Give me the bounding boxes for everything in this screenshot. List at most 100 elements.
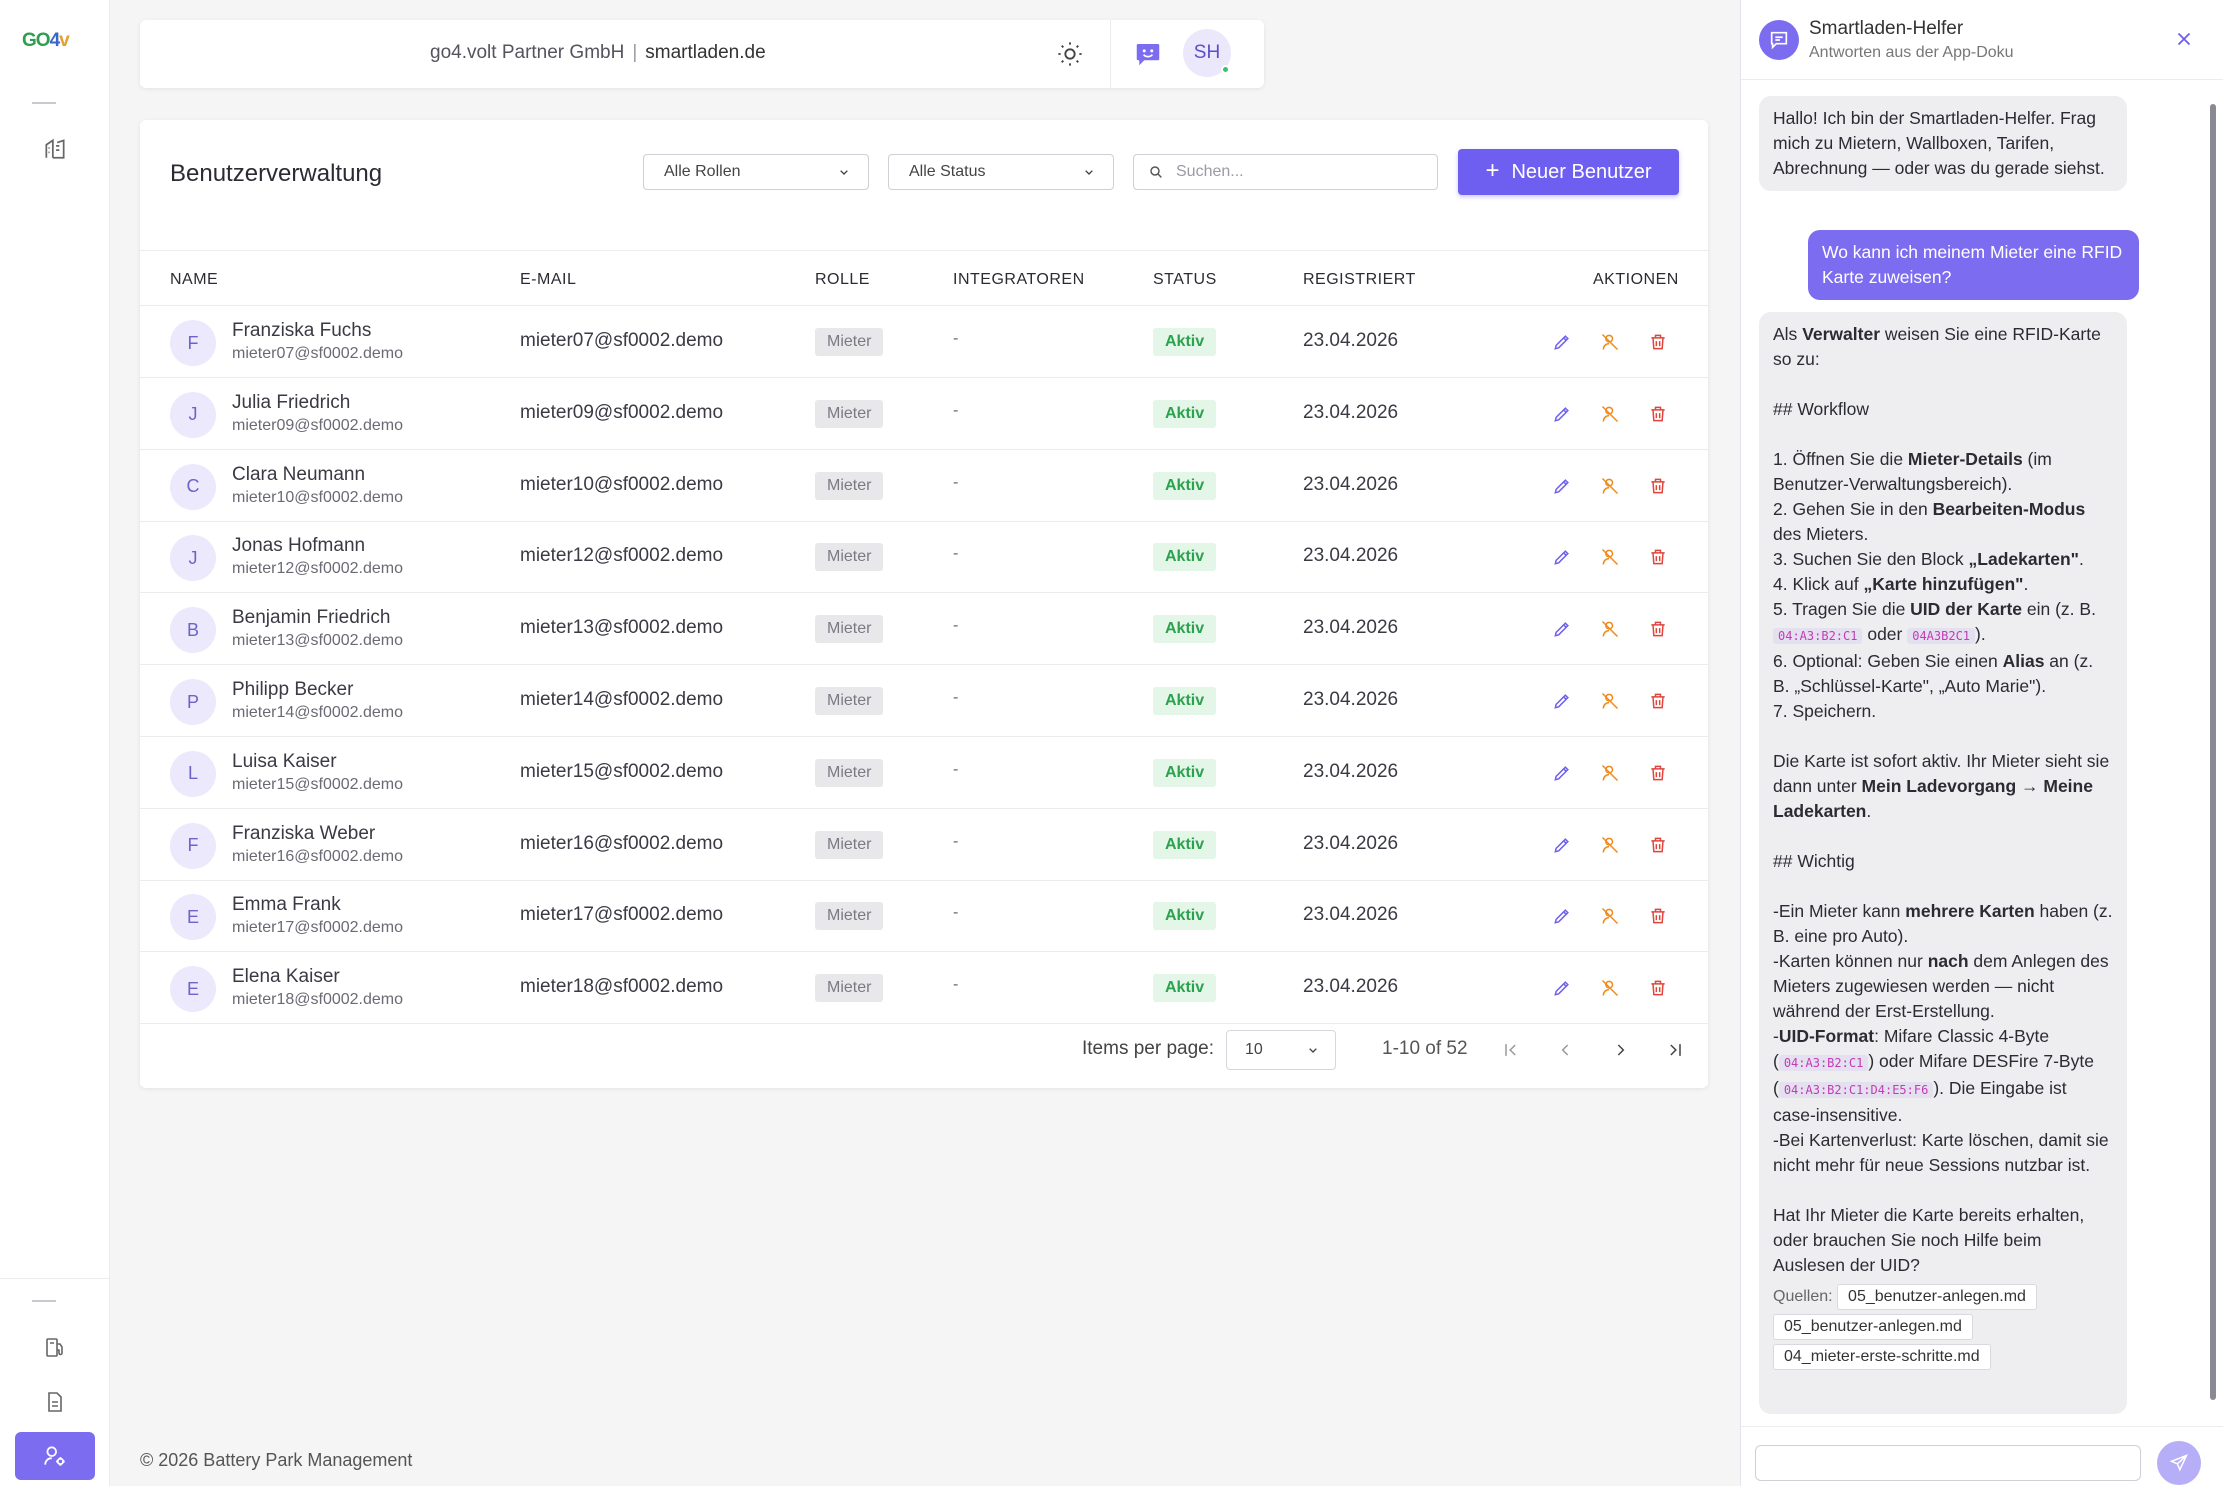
delete-button[interactable]: [1646, 833, 1670, 857]
col-registered[interactable]: REGISTRIERT: [1303, 271, 1416, 288]
role-badge: Mieter: [815, 830, 884, 859]
delete-button[interactable]: [1646, 402, 1670, 426]
user-name: Franziska Weber: [232, 822, 376, 844]
status-filter-select[interactable]: Alle Status: [888, 154, 1114, 190]
new-user-button[interactable]: + Neuer Benutzer: [1458, 149, 1679, 195]
col-email[interactable]: E-MAIL: [520, 271, 577, 288]
deactivate-button[interactable]: [1598, 761, 1622, 785]
user-name: Clara Neumann: [232, 463, 366, 485]
trash-icon: [1651, 621, 1665, 637]
source-chip[interactable]: 04_mieter-erste-schritte.md: [1773, 1344, 1991, 1370]
table-row[interactable]: P Philipp Becker mieter14@sf0002.demo miete…: [140, 665, 1708, 737]
user-name-email: mieter18@sf0002.demo: [232, 991, 403, 1009]
chat-scrollbar[interactable]: [2207, 84, 2219, 1426]
table-row[interactable]: F Franziska Fuchs mieter07@sf0002.demo miet…: [140, 306, 1708, 378]
col-integrators[interactable]: INTEGRATOREN: [953, 271, 1085, 288]
first-page-button[interactable]: [1497, 1036, 1525, 1064]
edit-button[interactable]: [1550, 689, 1574, 713]
col-name[interactable]: NAME: [170, 271, 219, 288]
pencil-icon: [1554, 765, 1569, 781]
send-icon: [2169, 1454, 2188, 1472]
items-per-page-select[interactable]: 10: [1226, 1030, 1336, 1070]
delete-button[interactable]: [1646, 689, 1670, 713]
deactivate-button[interactable]: [1598, 833, 1622, 857]
first-page-icon: [1505, 1044, 1516, 1056]
source-chip[interactable]: 05_benutzer-anlegen.md: [1837, 1284, 2037, 1310]
prev-page-button[interactable]: [1552, 1036, 1580, 1064]
deactivate-button[interactable]: [1598, 402, 1622, 426]
nav-charging[interactable]: [15, 1323, 95, 1371]
role-filter-select[interactable]: Alle Rollen: [643, 154, 869, 190]
col-role[interactable]: ROLLE: [815, 271, 870, 288]
edit-button[interactable]: [1550, 402, 1574, 426]
deactivate-button[interactable]: [1598, 904, 1622, 928]
delete-button[interactable]: [1646, 545, 1670, 569]
edit-button[interactable]: [1550, 330, 1574, 354]
table-row[interactable]: J Julia Friedrich mieter09@sf0002.demo miet…: [140, 378, 1708, 450]
theme-toggle[interactable]: [1056, 40, 1084, 73]
avatar: E: [170, 894, 216, 941]
delete-button[interactable]: [1646, 904, 1670, 928]
top-bar: go4.volt Partner GmbH | smartladen.de SH: [140, 20, 1264, 88]
avatar: J: [170, 391, 216, 438]
delete-button[interactable]: [1646, 761, 1670, 785]
user-off-icon: [1601, 621, 1619, 638]
trash-icon: [1651, 980, 1665, 996]
page-title: Benutzerverwaltung: [170, 160, 383, 187]
close-icon: [2177, 32, 2191, 46]
delete-button[interactable]: [1646, 330, 1670, 354]
deactivate-button[interactable]: [1598, 976, 1622, 1000]
edit-button[interactable]: [1550, 545, 1574, 569]
sources-label: Quellen:: [1773, 1288, 1833, 1305]
nav-buildings[interactable]: [15, 124, 95, 172]
chat-close-button[interactable]: [2173, 28, 2195, 55]
table-row[interactable]: C Clara Neumann mieter10@sf0002.demo mieter…: [140, 450, 1708, 522]
source-chip[interactable]: 05_benutzer-anlegen.md: [1773, 1314, 1973, 1340]
send-button[interactable]: [2157, 1441, 2201, 1485]
chat-scrollbar-thumb[interactable]: [2210, 104, 2216, 1400]
nav-documents[interactable]: [15, 1378, 95, 1426]
status-badge: Aktiv: [1153, 902, 1217, 931]
chat-input[interactable]: [1755, 1445, 2141, 1481]
user-name: Emma Frank: [232, 894, 341, 916]
deactivate-button[interactable]: [1598, 474, 1622, 498]
user-off-icon: [1601, 908, 1619, 925]
user-name: Franziska Fuchs: [232, 320, 372, 341]
search-input[interactable]: [1176, 163, 1416, 181]
edit-button[interactable]: [1550, 617, 1574, 641]
edit-button[interactable]: [1550, 976, 1574, 1000]
delete-button[interactable]: [1646, 474, 1670, 498]
pencil-icon: [1554, 694, 1569, 709]
deactivate-button[interactable]: [1598, 689, 1622, 713]
table-row[interactable]: F Franziska Weber mieter16@sf0002.demo miet…: [140, 809, 1708, 881]
trash-icon: [1651, 334, 1665, 350]
deactivate-button[interactable]: [1598, 545, 1622, 569]
chat-toggle-button[interactable]: [1133, 39, 1163, 74]
table-row[interactable]: J Jonas Hofmann mieter12@sf0002.demo mieter…: [140, 521, 1708, 594]
pencil-icon: [1554, 837, 1569, 853]
table-row[interactable]: L Luisa Kaiser mieter15@sf0002.demo mieter1…: [140, 737, 1708, 809]
registered-date: 23.04.2026: [1303, 401, 1399, 423]
edit-button[interactable]: [1550, 904, 1574, 928]
table-row[interactable]: B Benjamin Friedrich mieter13@sf0002.demo m…: [140, 593, 1708, 666]
last-page-button[interactable]: [1661, 1036, 1689, 1064]
registered-date: 23.04.2026: [1303, 617, 1399, 639]
deactivate-button[interactable]: [1598, 617, 1622, 641]
next-page-button[interactable]: [1606, 1036, 1634, 1064]
delete-button[interactable]: [1646, 617, 1670, 641]
table-row[interactable]: E Emma Frank mieter17@sf0002.demo mieter17@…: [140, 880, 1708, 953]
delete-button[interactable]: [1646, 976, 1670, 1000]
online-status-dot: [1221, 65, 1230, 74]
pagination: Items per page: 10 1-10 of 52: [140, 1020, 1708, 1080]
deactivate-button[interactable]: [1598, 330, 1622, 354]
edit-button[interactable]: [1550, 761, 1574, 785]
role-badge: Mieter: [815, 399, 884, 428]
app-logo[interactable]: GO4v: [22, 30, 70, 51]
col-status[interactable]: STATUS: [1153, 271, 1217, 288]
user-avatar[interactable]: SH: [1183, 29, 1231, 77]
nav-user-management[interactable]: [15, 1432, 95, 1480]
table-row[interactable]: E Elena Kaiser mieter18@sf0002.demo mieter1…: [140, 952, 1708, 1025]
edit-button[interactable]: [1550, 833, 1574, 857]
edit-button[interactable]: [1550, 474, 1574, 498]
sun-icon: [1058, 42, 1082, 66]
